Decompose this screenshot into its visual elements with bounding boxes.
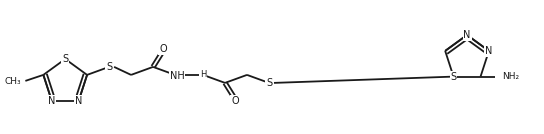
- Text: N: N: [463, 30, 471, 40]
- Text: NH: NH: [170, 72, 184, 82]
- Text: NH₂: NH₂: [503, 72, 520, 81]
- Text: NH: NH: [170, 71, 184, 81]
- Text: N: N: [485, 46, 492, 56]
- Text: H: H: [200, 70, 206, 79]
- Text: N: N: [75, 96, 83, 106]
- Text: O: O: [159, 44, 167, 54]
- Text: S: S: [106, 62, 112, 72]
- Text: N: N: [48, 96, 55, 106]
- Text: S: S: [266, 78, 272, 88]
- Text: S: S: [62, 54, 69, 64]
- Text: CH₃: CH₃: [5, 77, 21, 86]
- Text: S: S: [450, 72, 456, 82]
- Text: O: O: [231, 96, 239, 106]
